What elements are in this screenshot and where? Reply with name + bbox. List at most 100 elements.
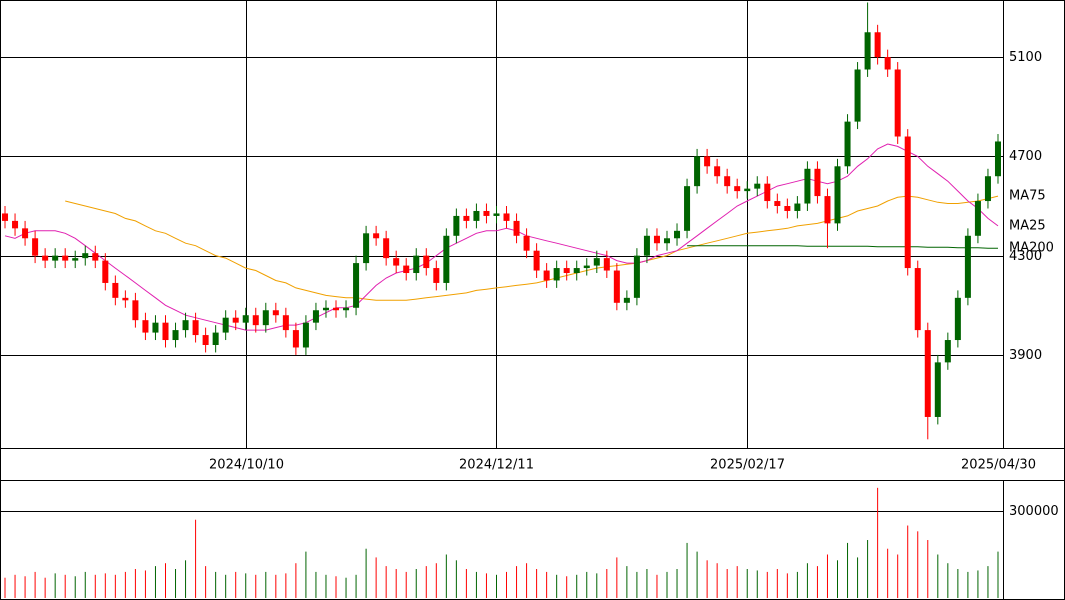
candle-body <box>994 141 1001 177</box>
candle-body <box>292 330 299 348</box>
candle-body <box>684 186 691 231</box>
candle-body <box>423 255 430 269</box>
candle-body <box>282 315 289 331</box>
candle-body <box>473 210 480 221</box>
candle-body <box>272 310 279 316</box>
candle-body <box>433 268 440 283</box>
candle-body <box>944 340 951 363</box>
candle-body <box>623 297 630 303</box>
ma-layer <box>4 143 999 331</box>
candle-body <box>734 186 741 192</box>
candle-body <box>774 201 781 207</box>
candle-body <box>643 235 650 256</box>
candle-body <box>302 322 309 348</box>
candle-body <box>784 206 791 211</box>
candle-body <box>603 258 610 271</box>
candle-body <box>222 317 229 333</box>
candle-layer <box>2 2 1001 440</box>
candle-body <box>974 201 981 236</box>
candle-body <box>192 320 199 336</box>
candle-body <box>102 260 109 283</box>
candle-body <box>52 255 59 261</box>
candle-body <box>844 121 851 167</box>
candle-body <box>824 196 831 224</box>
y-tick-label: 5100 <box>1009 50 1042 65</box>
candle-body <box>573 268 580 274</box>
candle-body <box>794 203 801 211</box>
candle-body <box>413 255 420 274</box>
candle-body <box>42 255 49 261</box>
candle-body <box>72 258 79 261</box>
y-tick-label: 4700 <box>1009 149 1042 164</box>
y-tick-label: 3900 <box>1009 348 1042 363</box>
candle-body <box>122 297 129 301</box>
legend-label: MA25 <box>1009 218 1046 233</box>
candle-body <box>152 322 159 333</box>
candle-body <box>453 215 460 236</box>
legend-label: MA200 <box>1009 241 1054 256</box>
candle-body <box>804 168 811 204</box>
candle-body <box>964 235 971 298</box>
candle-body <box>493 213 500 216</box>
label-layer: 3900 4300 4700 5100 300000 2024/10/10 2024/12/… <box>209 50 1059 519</box>
candle-body <box>984 176 991 202</box>
y-tick-label: 4300 <box>1009 249 1042 264</box>
candle-body <box>914 268 921 331</box>
grid-layer <box>0 0 1003 512</box>
candle-body <box>874 32 881 58</box>
candle-body <box>934 362 941 417</box>
candle-body <box>182 320 189 331</box>
candle-body <box>82 253 89 259</box>
candle-body <box>694 156 701 187</box>
candle-body <box>704 156 711 167</box>
candle-body <box>322 307 329 311</box>
candle-body <box>633 255 640 298</box>
candle-body <box>12 220 19 229</box>
candle-body <box>834 166 841 224</box>
candle-body <box>864 32 871 70</box>
candle-body <box>172 330 179 341</box>
candle-body <box>242 315 249 323</box>
candle-body <box>112 282 119 298</box>
x-tick-label: 2025/02/17 <box>710 458 785 473</box>
candle-body <box>142 320 149 333</box>
candle-body <box>714 166 721 177</box>
volume-layer <box>4 487 999 598</box>
candle-body <box>543 270 550 281</box>
candle-body <box>32 238 39 256</box>
candle-body <box>443 235 450 283</box>
volume-tick-label: 300000 <box>1009 504 1059 519</box>
candle-body <box>533 250 540 271</box>
candle-body <box>202 335 209 345</box>
candle-body <box>463 215 470 221</box>
candle-body <box>252 315 259 326</box>
x-tick-label: 2024/10/10 <box>209 458 284 473</box>
x-tick-label: 2024/12/11 <box>459 458 534 473</box>
candle-body <box>403 265 410 274</box>
candle-body <box>884 57 891 70</box>
candle-body <box>653 235 660 244</box>
ma-line <box>4 143 999 331</box>
candle-body <box>383 238 390 259</box>
candle-body <box>2 213 9 221</box>
candle-body <box>232 317 239 323</box>
candle-body <box>92 253 99 261</box>
ma-line <box>687 245 998 249</box>
candle-body <box>724 176 731 187</box>
ma-line <box>65 195 999 301</box>
candle-body <box>363 233 370 264</box>
candle-body <box>483 210 490 216</box>
candle-body <box>814 168 821 197</box>
candle-body <box>353 263 360 308</box>
candle-body <box>343 307 350 311</box>
candle-body <box>523 235 530 251</box>
candle-body <box>754 183 761 189</box>
candle-body <box>212 332 219 345</box>
candle-body <box>132 300 139 321</box>
candle-body <box>563 268 570 274</box>
candle-body <box>764 183 771 202</box>
candle-body <box>904 136 911 269</box>
candle-body <box>924 330 931 417</box>
